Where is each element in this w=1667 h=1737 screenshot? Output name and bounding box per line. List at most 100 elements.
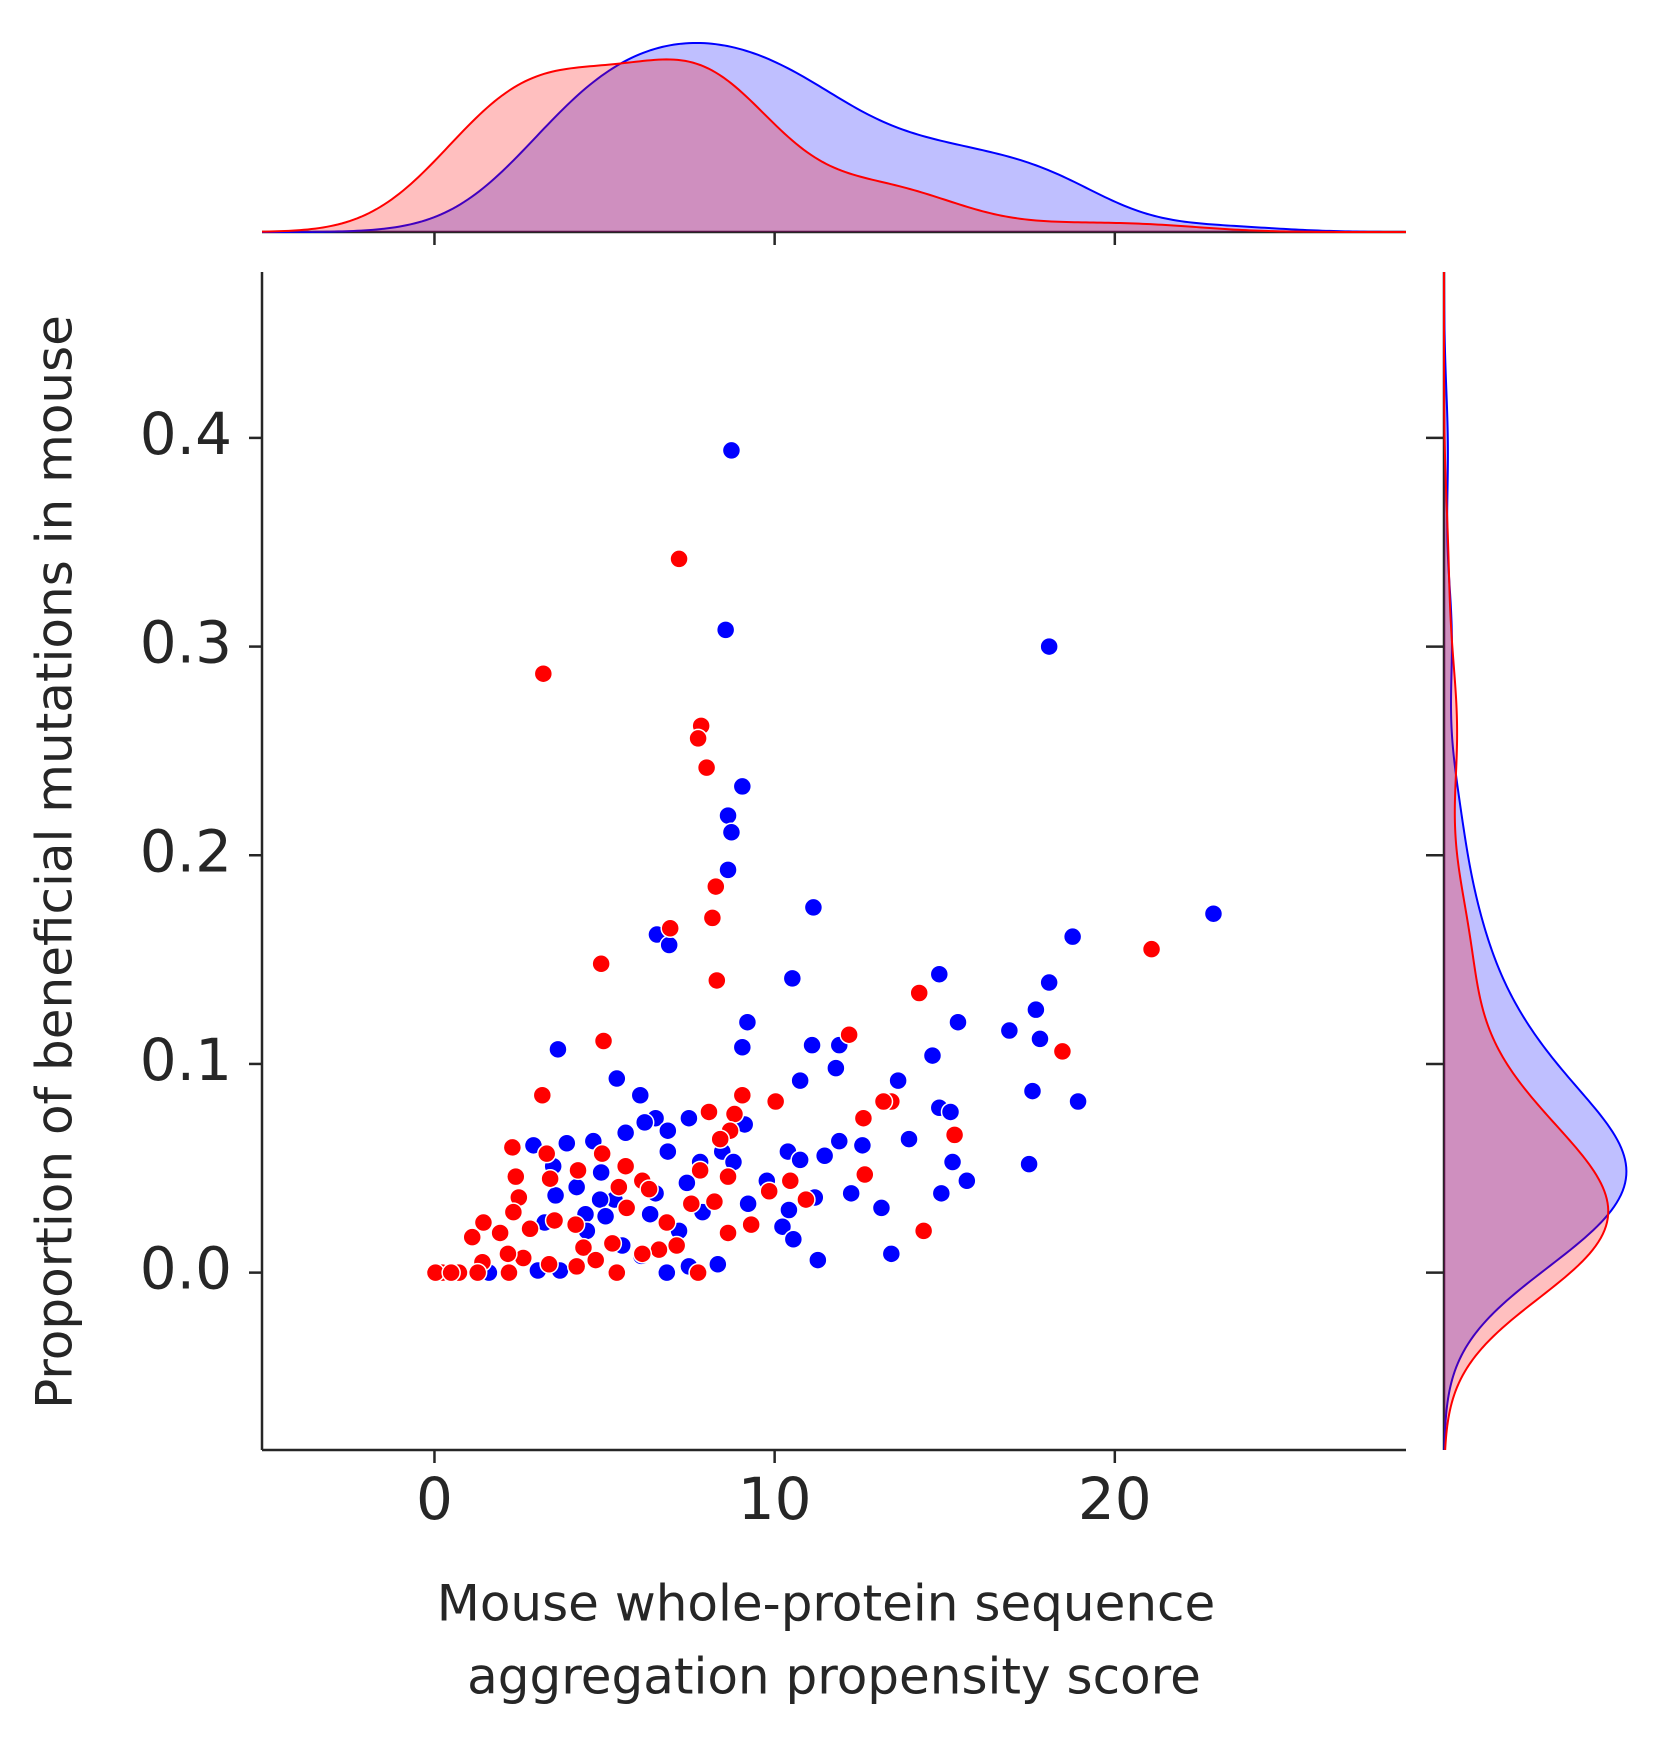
point xyxy=(999,1020,1020,1041)
x-axis-label: Mouse whole-protein sequence xyxy=(437,1575,1216,1633)
point xyxy=(790,1070,810,1091)
point xyxy=(931,1183,952,1204)
y-axis-label: Proportion of beneficial mutations in mo… xyxy=(26,315,84,1409)
y-tick-label: 0.2 xyxy=(140,817,232,885)
point xyxy=(591,1162,611,1183)
marginal-kde-fill xyxy=(262,42,1406,233)
point xyxy=(881,1244,902,1264)
point xyxy=(940,1102,961,1122)
marginal-kde-fill xyxy=(1444,272,1609,1450)
point xyxy=(607,1068,627,1089)
point xyxy=(803,897,824,918)
point xyxy=(545,1185,566,1206)
point xyxy=(1039,636,1059,657)
point xyxy=(595,1206,616,1227)
marginal-kde xyxy=(261,58,1406,233)
point xyxy=(573,1237,594,1258)
point xyxy=(690,1160,710,1181)
point xyxy=(808,1250,828,1270)
point xyxy=(741,1214,761,1235)
point xyxy=(630,1085,651,1105)
point xyxy=(826,1058,846,1078)
point xyxy=(929,964,950,984)
point xyxy=(616,1198,637,1218)
point xyxy=(888,1070,908,1091)
point xyxy=(1068,1091,1088,1112)
point xyxy=(548,1039,568,1060)
point xyxy=(1203,903,1224,924)
point xyxy=(499,1262,519,1283)
point xyxy=(1039,972,1059,993)
point xyxy=(718,805,738,826)
point xyxy=(942,1152,963,1172)
point xyxy=(666,1235,687,1256)
point xyxy=(699,1102,719,1122)
point xyxy=(790,1150,810,1170)
point xyxy=(715,620,736,640)
point xyxy=(539,1254,559,1275)
point xyxy=(759,1181,779,1201)
point xyxy=(532,1085,553,1105)
point xyxy=(544,1210,565,1231)
point xyxy=(853,1108,874,1128)
point xyxy=(609,1177,629,1197)
point xyxy=(592,1143,612,1164)
point xyxy=(498,1244,518,1264)
point xyxy=(913,1221,934,1241)
point xyxy=(779,1200,799,1220)
point xyxy=(506,1166,526,1187)
y-tick-label: 0.4 xyxy=(140,400,232,468)
marginal-kde xyxy=(1443,272,1610,1451)
point xyxy=(503,1202,524,1222)
point xyxy=(657,1262,677,1283)
point xyxy=(852,1135,873,1156)
point xyxy=(566,1256,587,1277)
point xyxy=(732,776,753,797)
point xyxy=(737,1012,758,1032)
point xyxy=(566,1177,587,1197)
point xyxy=(557,1133,577,1153)
point xyxy=(944,1125,965,1145)
point xyxy=(688,1262,708,1283)
marginal-kde xyxy=(261,41,1407,233)
point xyxy=(615,1156,636,1176)
point xyxy=(658,1120,678,1141)
y-tick-label: 0.3 xyxy=(140,609,232,677)
point xyxy=(533,663,554,684)
point xyxy=(855,1164,875,1185)
y-tick-label: 0.0 xyxy=(140,1235,232,1303)
point xyxy=(922,1045,943,1066)
point xyxy=(1022,1081,1043,1101)
point xyxy=(590,1189,610,1210)
point xyxy=(473,1212,494,1233)
x-tick-label: 0 xyxy=(416,1465,453,1533)
marginal-kde-fill xyxy=(1444,272,1627,1450)
point xyxy=(796,1189,816,1210)
point xyxy=(732,1037,753,1057)
point xyxy=(639,1179,659,1199)
point xyxy=(585,1250,606,1270)
point xyxy=(780,1171,801,1191)
point xyxy=(738,1194,758,1214)
point xyxy=(634,1112,655,1133)
point xyxy=(502,1137,523,1158)
point xyxy=(841,1183,861,1204)
point xyxy=(1052,1041,1073,1062)
point xyxy=(540,1168,560,1189)
point xyxy=(839,1024,859,1045)
point xyxy=(772,1216,793,1237)
point xyxy=(441,1262,461,1283)
point xyxy=(649,1239,669,1260)
point xyxy=(704,1191,725,1212)
point xyxy=(783,1229,804,1249)
point xyxy=(681,1194,702,1214)
point xyxy=(568,1160,588,1181)
point xyxy=(632,1244,653,1264)
point xyxy=(957,1171,977,1191)
point xyxy=(536,1143,557,1164)
point xyxy=(1141,939,1162,959)
y-tick-label: 0.1 xyxy=(140,1026,232,1094)
point xyxy=(593,1031,614,1051)
point xyxy=(718,1223,738,1243)
